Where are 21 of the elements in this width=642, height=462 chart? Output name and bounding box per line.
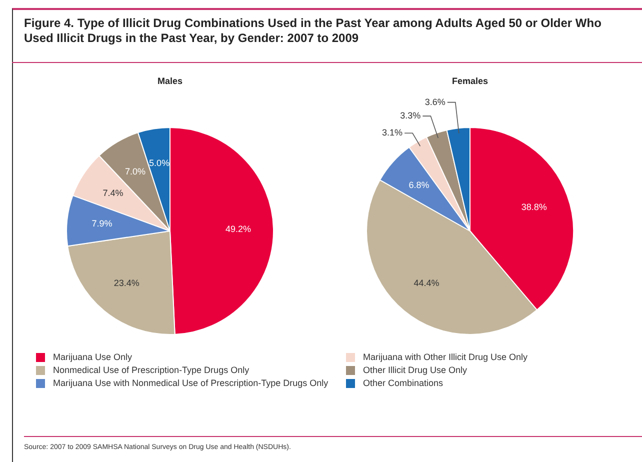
data-label: 7.4% xyxy=(102,188,124,198)
data-label: 3.1% xyxy=(382,128,403,138)
data-label: 44.4% xyxy=(414,278,440,288)
data-label: 49.2% xyxy=(226,224,252,234)
data-label: 7.9% xyxy=(92,218,112,229)
legend-label: Marijuana Use with Nonmedical Use of Prescription-Type Drugs Only xyxy=(53,378,328,388)
data-label: 5.0% xyxy=(149,158,170,168)
data-label: 23.4% xyxy=(114,278,140,288)
data-label: 7.0% xyxy=(124,166,146,177)
data-label: 3.3% xyxy=(400,110,421,121)
chart-title: Females xyxy=(450,76,490,88)
legend-label: Other Illicit Drug Use Only xyxy=(363,365,468,375)
legend-label: Other Combinations xyxy=(363,378,444,388)
legend-label: Marijuana Use Only xyxy=(53,352,132,362)
legend-label: Marijuana with Other Illicit Drug Use Only xyxy=(363,352,528,362)
data-label: 6.8% xyxy=(408,180,430,190)
legend-label: Nonmedical Use of Prescription-Type Drugs Only xyxy=(53,365,250,375)
data-label: 3.6% xyxy=(424,96,446,107)
chart-title: Figure 4. Type of Illicit Drug Combinations Used in the Past Year among Adults Aged 50 or Older Who Used Illicit Drugs in the Past Year, by Gender: 2007 to 2009 xyxy=(24,16,602,46)
data-label: 38.8% xyxy=(521,202,547,212)
chart-subtitle: Males xyxy=(156,76,184,88)
